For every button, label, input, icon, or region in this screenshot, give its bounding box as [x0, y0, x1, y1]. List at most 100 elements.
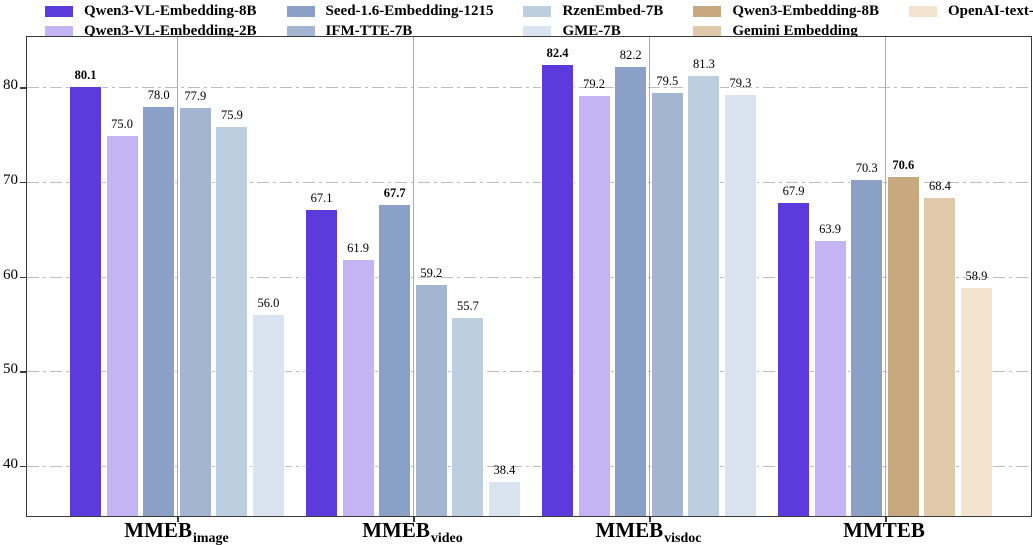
- bar-slot: 82.2: [614, 37, 648, 516]
- legend-swatch-icon: [45, 25, 73, 37]
- bar-slot: 77.9: [178, 37, 212, 516]
- bar-slot: 55.7: [451, 37, 485, 516]
- bar-value-label: 61.9: [347, 240, 370, 255]
- legend-label: RzenEmbed-7B: [562, 3, 664, 19]
- vertical-gridline: [649, 37, 650, 516]
- bar-value-label: 79.2: [583, 76, 606, 91]
- bar-value-label: 63.9: [819, 221, 842, 236]
- bar-seed_16: [378, 203, 412, 516]
- y-axis-tick: [20, 181, 26, 184]
- bar-value-label: 75.9: [220, 107, 243, 122]
- bar-qwen3_vl_2b: [813, 239, 847, 516]
- bar-rzen: [215, 125, 249, 516]
- bar-slot: 81.3: [687, 37, 721, 516]
- legend-swatch-icon: [693, 5, 722, 17]
- bar-slot: 79.3: [723, 37, 757, 516]
- bar-seed_16: [850, 179, 884, 516]
- bar-seed_16: [142, 106, 176, 516]
- legend-item: Qwen3-VL-Embedding-2B: [45, 22, 257, 40]
- bar-value-label: 56.0: [257, 296, 280, 311]
- bar-group-mmeb-image: 80.1 75.0 78.0 77.9 75.9 56.0: [69, 37, 285, 516]
- bar-qwen3_vl_2b: [341, 258, 375, 516]
- bar-value-label: 67.9: [782, 183, 805, 198]
- legend-column-2: Seed-1.6-Embedding-1215 IFM-TTE-7B: [286, 2, 493, 40]
- y-axis-tick-label: 50: [3, 361, 18, 378]
- chart-legend: Qwen3-VL-Embedding-8B Qwen3-VL-Embedding-…: [45, 2, 1033, 40]
- legend-column-3: RzenEmbed-7B GME-7B: [523, 2, 663, 40]
- group-label-subscript: visdoc: [664, 531, 702, 545]
- legend-item: OpenAI-text-embedding-3-large: [909, 2, 1033, 20]
- bar-qwen3_emb_8b: [886, 176, 920, 516]
- bar-openai: [959, 286, 993, 516]
- bar-value-label: 81.3: [692, 56, 715, 71]
- y-axis-tick-label: 80: [3, 77, 18, 94]
- bar-qwen3_vl_2b: [577, 94, 611, 516]
- bar-slot: 82.4: [541, 37, 574, 516]
- legend-swatch-icon: [523, 5, 552, 17]
- bar-slot: 67.7: [378, 37, 412, 516]
- bar-value-label: 55.7: [456, 299, 479, 314]
- legend-column-5: OpenAI-text-embedding-3-large: [909, 2, 1033, 20]
- bar-rzen: [687, 74, 721, 516]
- bar-qwen3_vl_8b: [541, 64, 574, 516]
- bar-value-label: 79.5: [656, 73, 679, 88]
- bar-seed_16: [614, 66, 648, 516]
- legend-column-4: Qwen3-Embedding-8B Gemini Embedding: [693, 2, 879, 40]
- bar-slot: 75.0: [105, 37, 139, 516]
- plot-area: 80.1 75.0 78.0 77.9 75.9 56.0 67.1 61.9 67.7 59.2…: [20, 36, 1032, 522]
- group-label-subscript: video: [430, 531, 463, 545]
- x-axis-tick: [885, 516, 887, 522]
- bar-value-label: 38.4: [493, 462, 516, 477]
- bar-slot: 80.1: [69, 37, 102, 516]
- bar-qwen3_vl_8b: [305, 209, 338, 516]
- bar-slot: 70.3: [850, 37, 884, 516]
- bar-rzen: [451, 317, 485, 516]
- bar-slot: 79.5: [650, 37, 684, 516]
- bar-slot: 78.0: [142, 37, 176, 516]
- legend-item: Seed-1.6-Embedding-1215: [286, 2, 493, 20]
- bar-group-mmteb: 67.9 63.9 70.3 70.6 68.4 58.9: [777, 37, 993, 516]
- x-axis-tick: [413, 516, 415, 522]
- legend-swatch-icon: [909, 5, 938, 17]
- bar-ifm_tte: [178, 107, 212, 516]
- bar-slot: 67.9: [777, 37, 810, 516]
- vertical-gridline: [177, 37, 178, 516]
- bar-gemini: [923, 196, 957, 516]
- bar-slot: 68.4: [923, 37, 957, 516]
- legend-swatch-icon: [286, 25, 315, 37]
- legend-label: OpenAI-text-embedding-3-large: [948, 3, 1033, 19]
- bar-slot: 61.9: [341, 37, 375, 516]
- legend-item: Gemini Embedding: [693, 22, 879, 40]
- legend-swatch-icon: [523, 25, 552, 37]
- horizontal-gridline: [27, 276, 1031, 278]
- bar-value-label: 68.4: [928, 178, 951, 193]
- y-axis-tick: [20, 87, 26, 89]
- bar-value-label: 80.1: [74, 68, 97, 83]
- bar-ifm_tte: [414, 284, 448, 516]
- x-axis-tick: [177, 516, 179, 522]
- horizontal-gridline: [27, 87, 1031, 89]
- y-axis-tick: [20, 371, 26, 373]
- bar-value-label: 75.0: [111, 116, 134, 131]
- bar-value-label: 67.7: [383, 185, 406, 200]
- y-axis-tick-label: 70: [3, 171, 18, 188]
- legend-item: RzenEmbed-7B: [523, 2, 663, 20]
- group-label-subscript: image: [192, 531, 229, 545]
- bar-value-label: 78.0: [147, 88, 170, 103]
- bar-gme: [251, 314, 285, 516]
- bar-gme: [487, 480, 521, 516]
- bar-slot: 67.1: [305, 37, 338, 516]
- x-axis-tick: [649, 516, 651, 522]
- x-axis-group-label: MMEBvisdoc: [595, 518, 702, 545]
- bar-value-label: 70.6: [892, 158, 915, 173]
- legend-label: Qwen3-Embedding-8B: [732, 3, 880, 19]
- bar-value-label: 58.9: [965, 268, 988, 283]
- x-axis-group-label: MMEBvideo: [362, 518, 463, 545]
- bar-slot: 70.6: [886, 37, 920, 516]
- legend-item: GME-7B: [523, 22, 663, 40]
- legend-label: Qwen3-VL-Embedding-2B: [84, 23, 257, 39]
- bar-slot: 38.4: [487, 37, 521, 516]
- bar-group-mmeb-video: 67.1 61.9 67.7 59.2 55.7 38.4: [305, 37, 521, 516]
- bar-ifm_tte: [650, 91, 684, 516]
